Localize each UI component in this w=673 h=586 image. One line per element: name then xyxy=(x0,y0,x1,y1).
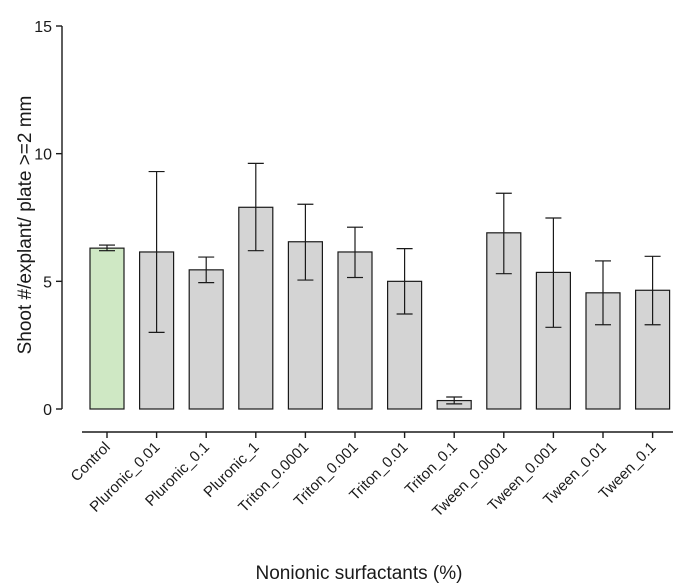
y-tick-label: 15 xyxy=(34,19,52,36)
x-axis xyxy=(82,431,673,438)
y-tick-label: 0 xyxy=(43,402,52,419)
bar-pluronic-0-1 xyxy=(188,269,224,410)
y-tick-label: 5 xyxy=(43,274,52,291)
bars xyxy=(89,206,671,410)
y-axis: 0 5 10 15 xyxy=(34,19,63,419)
y-axis-title: Shoot #/explant/ plate >=2 mm xyxy=(15,96,36,355)
error-bars xyxy=(99,162,661,405)
category-labels: ControlPluronic_0.01Pluronic_0.1Pluronic… xyxy=(68,439,660,521)
y-tick-label: 10 xyxy=(34,147,52,164)
x-tick-label: Control xyxy=(68,439,114,485)
bar-triton-0-001 xyxy=(337,251,373,410)
bar-control xyxy=(89,247,125,410)
x-axis-title: Nonionic surfactants (%) xyxy=(256,563,463,584)
